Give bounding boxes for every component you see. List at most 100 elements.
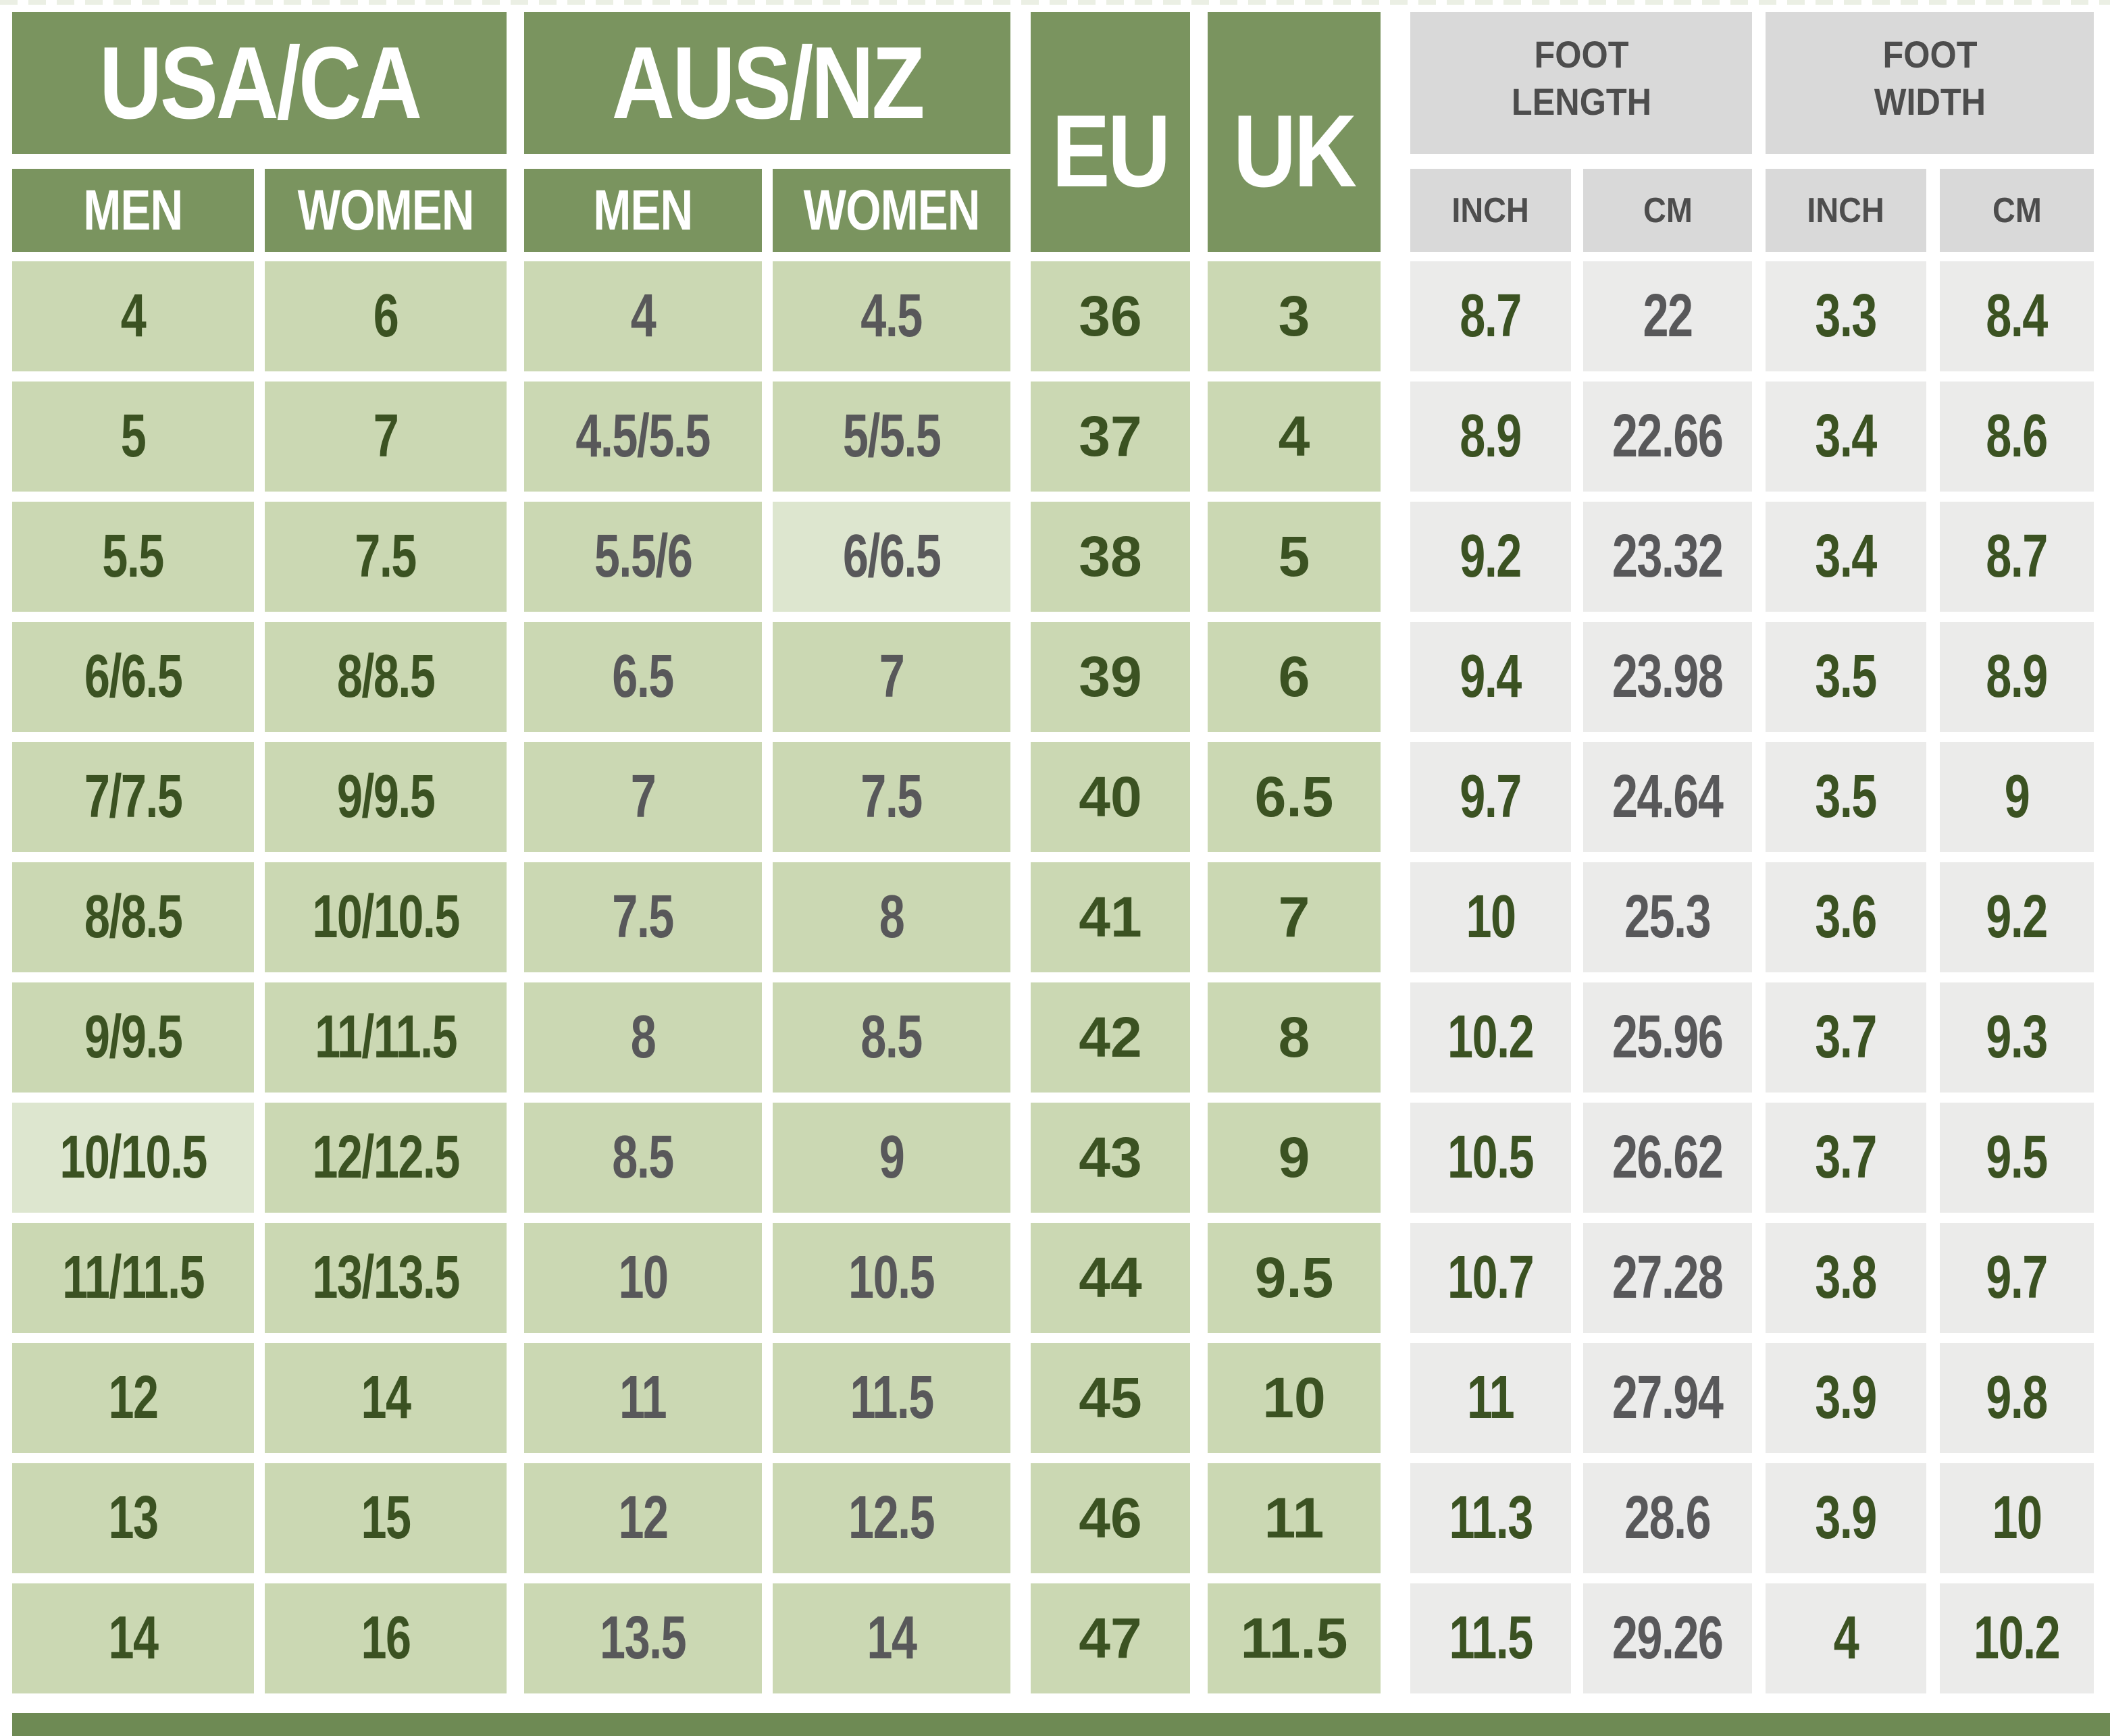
cell-value: 11.5 bbox=[850, 1364, 934, 1431]
table-cell: 10 bbox=[1940, 1463, 2094, 1573]
table-cell: 36 bbox=[1031, 261, 1190, 371]
cell-value: 10.2 bbox=[1974, 1604, 2061, 1672]
cell-value: 7 bbox=[879, 643, 905, 710]
cell-value: 3 bbox=[1278, 284, 1310, 348]
table-cell: 37 bbox=[1031, 382, 1190, 492]
cell-value: 23.32 bbox=[1612, 523, 1724, 590]
table-cell: 12/12.5 bbox=[265, 1103, 507, 1213]
table-cell: 28.6 bbox=[1583, 1463, 1752, 1573]
table-cell: 9.4 bbox=[1410, 622, 1571, 732]
cell-value: 8.5 bbox=[612, 1124, 675, 1191]
table-cell: 4 bbox=[12, 261, 254, 371]
header-aus-women: WOMEN bbox=[773, 169, 1010, 252]
table-cell: 10 bbox=[1208, 1343, 1381, 1453]
cell-value: 4 bbox=[120, 282, 147, 350]
cell-value: 22.66 bbox=[1612, 402, 1724, 470]
table-cell: 45 bbox=[1031, 1343, 1190, 1453]
cell-value: 10/10.5 bbox=[59, 1124, 207, 1191]
cell-value: 3.9 bbox=[1815, 1364, 1878, 1431]
header-aus-men-label: MEN bbox=[593, 178, 694, 242]
cell-value: 9.7 bbox=[1460, 763, 1522, 831]
cell-value: 3.7 bbox=[1815, 1124, 1878, 1191]
header-foot-width: FOOT WIDTH bbox=[1766, 12, 2094, 154]
cell-value: 4 bbox=[1833, 1604, 1859, 1672]
header-width-cm: CM bbox=[1940, 169, 2094, 252]
cell-value: 3.7 bbox=[1815, 1003, 1878, 1071]
top-border-pattern bbox=[0, 0, 2110, 5]
table-cell: 5.5 bbox=[12, 502, 254, 612]
table-cell: 4.5/5.5 bbox=[524, 382, 762, 492]
table-cell: 9.5 bbox=[1940, 1103, 2094, 1213]
table-cell: 11/11.5 bbox=[12, 1223, 254, 1333]
table-cell: 10.5 bbox=[773, 1223, 1010, 1333]
cell-value: 22 bbox=[1643, 282, 1693, 350]
header-foot-length: FOOT LENGTH bbox=[1410, 12, 1752, 154]
table-cell: 8 bbox=[524, 982, 762, 1093]
table-cell: 11.5 bbox=[1410, 1583, 1571, 1693]
table-cell: 22 bbox=[1583, 261, 1752, 371]
table-cell: 10/10.5 bbox=[265, 862, 507, 972]
header-eu: EU bbox=[1031, 12, 1190, 252]
cell-value: 9 bbox=[879, 1124, 905, 1191]
header-aus-nz: AUS/NZ bbox=[524, 12, 1010, 154]
cell-value: 46 bbox=[1079, 1486, 1142, 1550]
cell-value: 11 bbox=[1467, 1364, 1515, 1431]
header-length-cm: CM bbox=[1583, 169, 1752, 252]
table-cell: 16 bbox=[265, 1583, 507, 1693]
cell-value: 8 bbox=[630, 1003, 657, 1071]
table-cell: 23.98 bbox=[1583, 622, 1752, 732]
header-aus-men: MEN bbox=[524, 169, 762, 252]
table-cell: 13 bbox=[12, 1463, 254, 1573]
table-cell: 3.9 bbox=[1766, 1463, 1926, 1573]
table-cell: 10.2 bbox=[1940, 1583, 2094, 1693]
table-cell: 9.2 bbox=[1940, 862, 2094, 972]
table-cell: 7.5 bbox=[773, 742, 1010, 852]
cell-value: 5 bbox=[120, 402, 147, 470]
table-cell: 39 bbox=[1031, 622, 1190, 732]
cell-value: 13.5 bbox=[600, 1604, 687, 1672]
table-cell: 44 bbox=[1031, 1223, 1190, 1333]
table-cell: 15 bbox=[265, 1463, 507, 1573]
cell-value: 8.7 bbox=[1460, 282, 1522, 350]
table-cell: 4 bbox=[1208, 382, 1381, 492]
header-usa-ca: USA/CA bbox=[12, 12, 507, 154]
cell-value: 8.5 bbox=[860, 1003, 923, 1071]
cell-value: 42 bbox=[1079, 1005, 1142, 1069]
table-cell: 14 bbox=[12, 1583, 254, 1693]
table-cell: 46 bbox=[1031, 1463, 1190, 1573]
table-cell: 11.5 bbox=[773, 1343, 1010, 1453]
table-cell: 24.64 bbox=[1583, 742, 1752, 852]
table-cell: 10.5 bbox=[1410, 1103, 1571, 1213]
table-cell: 3 bbox=[1208, 261, 1381, 371]
cell-value: 9.8 bbox=[1986, 1364, 2049, 1431]
header-width-inch-label: INCH bbox=[1807, 190, 1885, 230]
header-foot-width-label: FOOT WIDTH bbox=[1874, 33, 1986, 123]
table-cell: 6/6.5 bbox=[773, 502, 1010, 612]
table-cell: 9 bbox=[773, 1103, 1010, 1213]
header-width-inch: INCH bbox=[1766, 169, 1926, 252]
table-cell: 4.5 bbox=[773, 261, 1010, 371]
cell-value: 4.5/5.5 bbox=[575, 402, 711, 470]
cell-value: 8/8.5 bbox=[84, 883, 183, 951]
cell-value: 10 bbox=[1992, 1484, 2042, 1552]
header-usa-men: MEN bbox=[12, 169, 254, 252]
cell-value: 3.5 bbox=[1815, 643, 1878, 710]
table-cell: 3.7 bbox=[1766, 982, 1926, 1093]
table-cell: 4 bbox=[524, 261, 762, 371]
cell-value: 16 bbox=[361, 1604, 411, 1672]
cell-value: 11.3 bbox=[1449, 1484, 1533, 1552]
table-cell: 8/8.5 bbox=[12, 862, 254, 972]
cell-value: 8.9 bbox=[1460, 402, 1522, 470]
cell-value: 10/10.5 bbox=[312, 883, 460, 951]
table-cell: 9.2 bbox=[1410, 502, 1571, 612]
header-length-inch: INCH bbox=[1410, 169, 1571, 252]
header-eu-label: EU bbox=[1052, 94, 1171, 209]
cell-value: 5 bbox=[1278, 525, 1310, 588]
cell-value: 10.2 bbox=[1447, 1003, 1535, 1071]
cell-value: 8.6 bbox=[1986, 402, 2049, 470]
table-cell: 3.7 bbox=[1766, 1103, 1926, 1213]
table-cell: 6.5 bbox=[1208, 742, 1381, 852]
cell-value: 12.5 bbox=[848, 1484, 935, 1552]
header-usa-women: WOMEN bbox=[265, 169, 507, 252]
table-cell: 9/9.5 bbox=[12, 982, 254, 1093]
